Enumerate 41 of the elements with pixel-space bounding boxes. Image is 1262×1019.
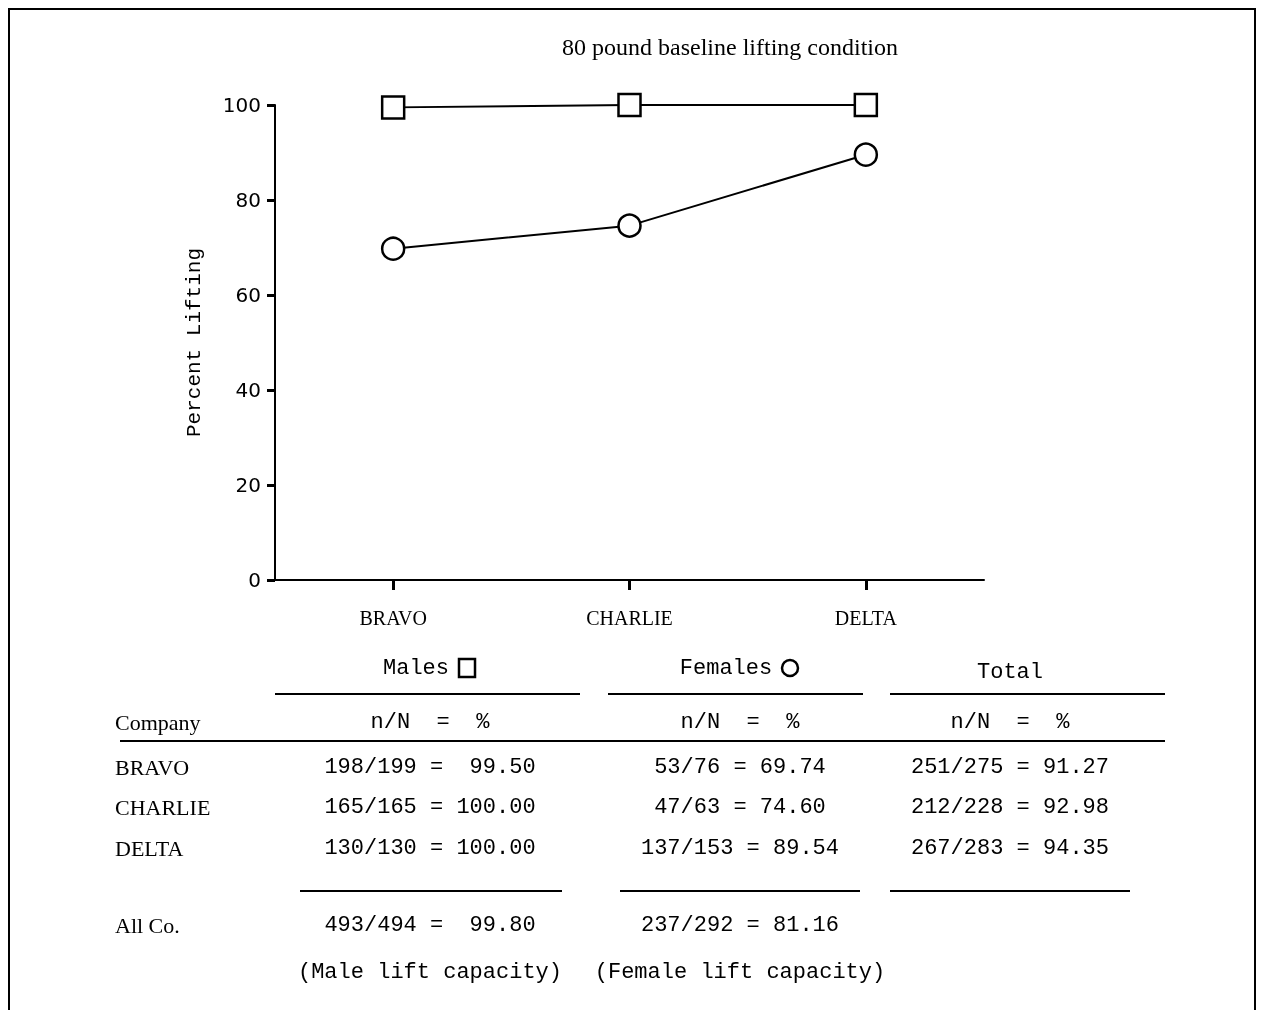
text: 267/283 = 94.35 (909, 836, 1110, 861)
text: n/N = % (949, 710, 1071, 735)
text: 137/153 = 89.54 (639, 836, 840, 861)
y-tick-label: 40 (235, 378, 261, 402)
text: n/N = % (369, 710, 491, 735)
text: 47/63 = 74.60 (653, 795, 827, 820)
x-tick-label: BRAVO (359, 607, 427, 629)
legend-label: Females (678, 656, 774, 681)
y-tick-label: 80 (235, 188, 261, 212)
x-tick-label: CHARLIE (586, 607, 673, 629)
text: All Co. (115, 913, 181, 939)
text: n/N = % (679, 710, 801, 735)
text: 251/275 = 91.27 (909, 755, 1110, 780)
y-tick-label: 60 (235, 283, 261, 307)
point (853, 142, 879, 167)
text: 493/494 = 99.80 (323, 913, 537, 938)
text: BRAVO (115, 755, 191, 781)
y-tick-label: 0 (248, 568, 261, 592)
legend-label: Males (382, 656, 450, 681)
text: (Male lift capacity) (296, 960, 563, 985)
y-tick-label: 100 (222, 93, 261, 117)
point (380, 95, 406, 120)
text: (Female lift capacity) (593, 960, 887, 985)
text: Company (115, 710, 202, 736)
text: 53/76 = 69.74 (653, 755, 827, 780)
text: Total (976, 660, 1044, 685)
text: DELTA (115, 836, 185, 862)
point (617, 92, 642, 118)
text: 198/199 = 99.50 (323, 755, 537, 780)
text: CHARLIE (115, 795, 212, 821)
text: 212/228 = 92.98 (909, 795, 1110, 820)
y-axis-title: Percent Lifting (183, 247, 206, 438)
x-tick-label: DELTA (834, 607, 898, 629)
text: 165/165 = 100.00 (323, 795, 537, 820)
text: 237/292 = 81.16 (639, 913, 840, 938)
point (617, 213, 642, 238)
y-tick-label: 20 (235, 473, 261, 497)
point (380, 236, 406, 261)
chart-title: 80 pound baseline lifting condition (562, 34, 898, 60)
text: 130/130 = 100.00 (323, 836, 537, 861)
point (853, 92, 879, 118)
